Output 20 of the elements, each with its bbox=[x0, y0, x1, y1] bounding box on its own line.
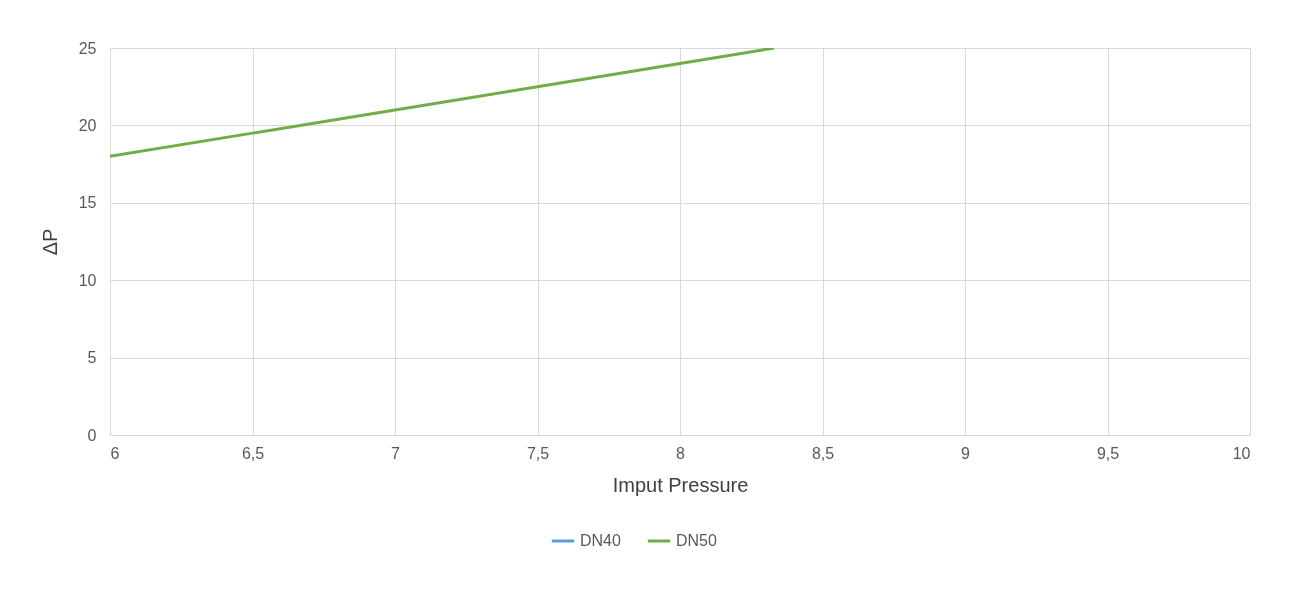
x-tick-label: 9,5 bbox=[1096, 444, 1120, 462]
y-axis-title: ΔP bbox=[38, 228, 61, 256]
x-tick-label: 8,5 bbox=[811, 444, 835, 462]
y-tick-label: 5 bbox=[87, 349, 97, 367]
x-tick-label: 7,5 bbox=[526, 444, 550, 462]
legend-label: DN50 bbox=[676, 532, 718, 549]
x-tick-label: 8 bbox=[676, 444, 686, 462]
legend-label: DN40 bbox=[580, 532, 622, 549]
y-tick-label: 15 bbox=[78, 194, 97, 212]
x-axis-title: Imput Pressure bbox=[612, 473, 749, 496]
x-tick-label: 9 bbox=[961, 444, 971, 462]
x-tick-label: 7 bbox=[391, 444, 401, 462]
line-series bbox=[110, 48, 776, 158]
x-tick-label: 6,5 bbox=[241, 444, 265, 462]
y-tick-label: 0 bbox=[87, 426, 97, 444]
y-tick-label: 10 bbox=[78, 271, 97, 289]
x-tick-label: 6 bbox=[110, 444, 120, 462]
y-tick-label: 25 bbox=[78, 39, 97, 57]
y-tick-label: 20 bbox=[78, 116, 97, 134]
x-tick-label: 10 bbox=[1232, 444, 1251, 462]
